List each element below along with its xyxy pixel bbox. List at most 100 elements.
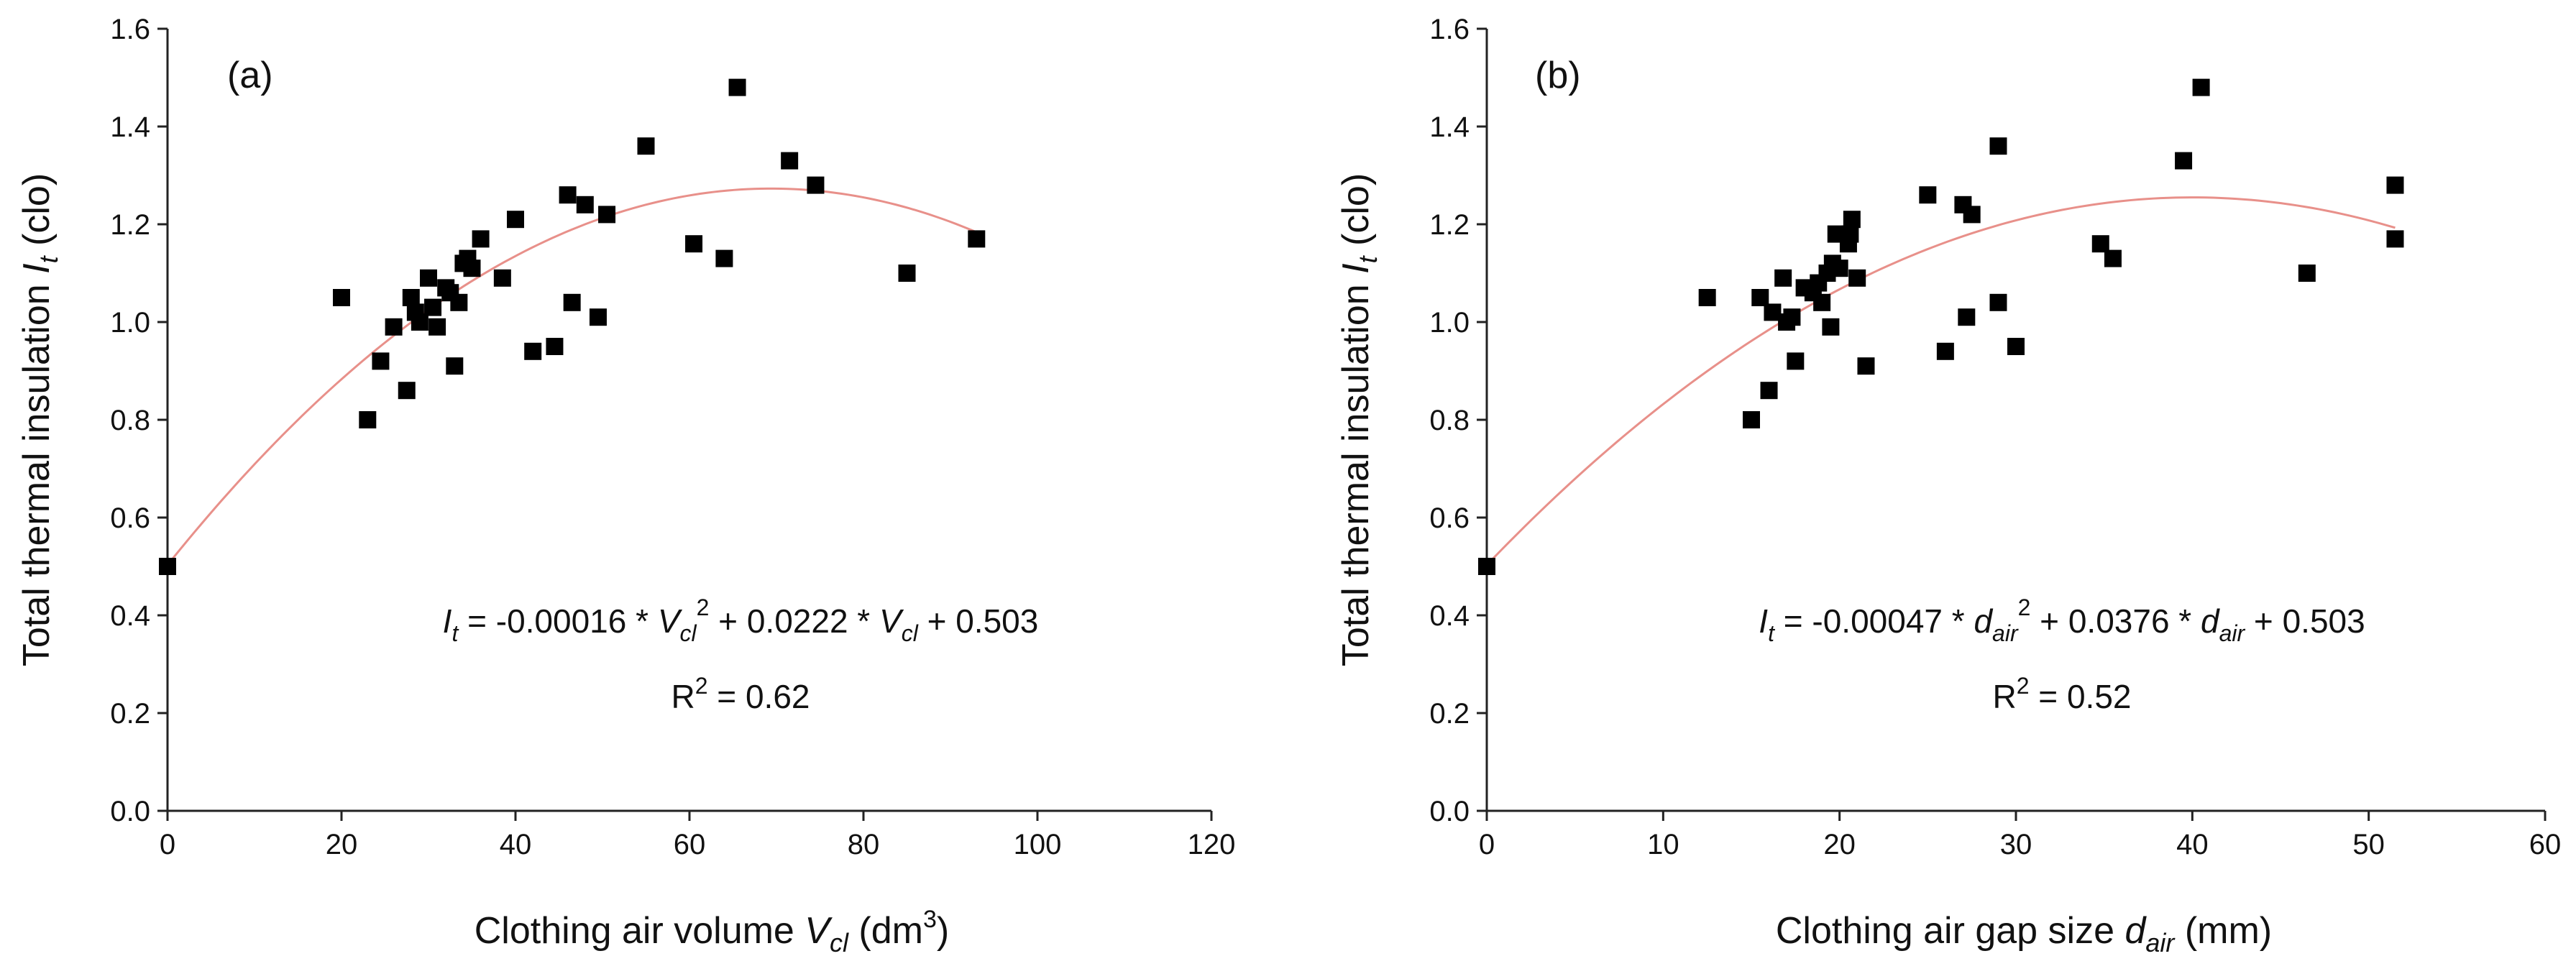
data-point: [428, 318, 446, 336]
y-tick-label: 0.2: [1429, 698, 1470, 730]
data-point: [637, 137, 655, 155]
r-squared: R2 = 0.52: [1993, 673, 2132, 715]
r2-value: = 0.62: [708, 678, 810, 715]
y-tick-label: 0.0: [1429, 796, 1470, 827]
data-point: [2298, 265, 2316, 282]
x-tick-label: 20: [326, 829, 358, 860]
xlabel-sup: 3: [923, 906, 937, 933]
data-point: [424, 298, 442, 316]
data-point: [359, 411, 377, 428]
ylabel-unit: (clo): [16, 173, 58, 257]
eq-sup-2: 2: [2018, 594, 2031, 620]
data-point: [446, 357, 464, 375]
data-point: [1760, 382, 1778, 400]
data-point: [463, 259, 481, 277]
x-tick-label: 40: [500, 829, 532, 860]
eq-sub-t: t: [1768, 620, 1775, 646]
axis-ticks: [1477, 27, 2547, 821]
x-tick-label: 60: [674, 829, 706, 860]
fit-curve: [166, 187, 977, 566]
data-points: [1478, 78, 2404, 575]
data-point: [1958, 308, 1976, 326]
data-point: [563, 293, 581, 311]
y-tick-label: 0.8: [110, 405, 150, 436]
fit-equation: It = -0.00047 * dair2 + 0.0376 * dair + …: [1759, 594, 2365, 646]
y-axis-title: Total thermal insulation It (clo): [1335, 173, 1383, 666]
data-point: [1936, 342, 1954, 360]
ylabel-sub: t: [34, 254, 63, 263]
y-tick-label: 1.6: [1429, 14, 1470, 45]
data-point: [1963, 206, 1981, 224]
data-point: [1919, 186, 1937, 204]
r2-sup: 2: [2017, 673, 2030, 699]
eq-var-v: V: [879, 602, 904, 640]
data-point: [159, 558, 176, 575]
data-point: [385, 318, 403, 336]
data-point: [1857, 357, 1875, 375]
data-point: [1848, 269, 1866, 287]
eq-part: = -0.00016 *: [458, 602, 657, 640]
data-point: [2386, 230, 2404, 248]
data-point: [1478, 558, 1495, 575]
ylabel-unit: (clo): [1335, 173, 1377, 257]
eq-var-d: d: [1974, 602, 1993, 640]
y-tick-label: 0.4: [1429, 600, 1470, 632]
xlabel-var: V: [805, 910, 833, 952]
eq-sub-cl: cl: [902, 620, 919, 646]
x-axis-title: Clothing air volume Vcl (dm3): [475, 906, 949, 957]
data-point: [1751, 289, 1769, 306]
r2-sup: 2: [695, 673, 708, 699]
data-point: [1698, 289, 1716, 306]
x-tick-label: 80: [848, 829, 880, 860]
fit-curve: [1485, 196, 2396, 566]
panel-label: (b): [1535, 55, 1581, 96]
x-tick-label: 40: [2176, 829, 2209, 860]
eq-var-v: V: [658, 602, 683, 640]
y-tick-label: 1.6: [110, 14, 150, 45]
eq-part: = -0.00047 *: [1774, 602, 1974, 640]
data-point: [2007, 338, 2025, 355]
data-point: [715, 249, 733, 267]
panel-b: 0 10 20 30 40 50 60 0.0 0.2 0.4 0.6 0.8 1.0 1.2 1.4 1.6…: [1335, 14, 2561, 957]
data-point: [1743, 411, 1760, 428]
xlabel-text: Clothing air volume: [475, 910, 805, 952]
axis-tick-labels: 0 10 20 30 40 50 60 0.0 0.2 0.4 0.6 0.8 1.0 1.2 1.4 1.6: [1429, 14, 2561, 860]
x-tick-label: 60: [2529, 829, 2562, 860]
data-point: [781, 152, 799, 170]
data-point: [589, 308, 607, 326]
data-point: [402, 289, 420, 306]
xlabel-var: d: [2124, 910, 2147, 952]
y-tick-label: 0.6: [110, 502, 150, 534]
y-tick-label: 1.4: [110, 111, 150, 143]
r-squared: R2 = 0.62: [671, 673, 810, 715]
eq-sup-2: 2: [697, 594, 710, 620]
data-point: [2091, 235, 2109, 253]
data-point: [598, 206, 616, 224]
data-point: [1813, 293, 1831, 311]
eq-sub-t: t: [452, 620, 459, 646]
data-point: [493, 269, 511, 287]
y-tick-label: 1.2: [1429, 209, 1470, 241]
data-point: [411, 313, 428, 331]
panel-label: (a): [227, 55, 273, 96]
data-point: [372, 352, 390, 370]
y-tick-label: 0.2: [110, 698, 150, 730]
data-point: [507, 211, 524, 229]
y-tick-label: 0.6: [1429, 502, 1470, 534]
eq-var-i: I: [1759, 602, 1768, 640]
x-tick-label: 120: [1188, 829, 1236, 860]
eq-part: + 0.503: [918, 602, 1039, 640]
xlabel-close: ): [937, 910, 949, 952]
eq-var-d: d: [2201, 602, 2220, 640]
panel-a: 0 20 40 60 80 100 120 0.0 0.2 0.4 0.6 0.8 1.0 1.2 1.4 1…: [16, 14, 1235, 957]
x-tick-label: 0: [1479, 829, 1495, 860]
eq-var-i: I: [443, 602, 452, 640]
fit-equation: It = -0.00016 * Vcl2 + 0.0222 * Vcl + 0.…: [443, 594, 1039, 646]
data-point: [1822, 318, 1840, 336]
data-point: [333, 289, 350, 306]
eq-sub-air: air: [2219, 620, 2246, 646]
xlabel-sub: cl: [830, 928, 849, 957]
y-tick-label: 1.2: [110, 209, 150, 241]
x-tick-label: 0: [160, 829, 175, 860]
